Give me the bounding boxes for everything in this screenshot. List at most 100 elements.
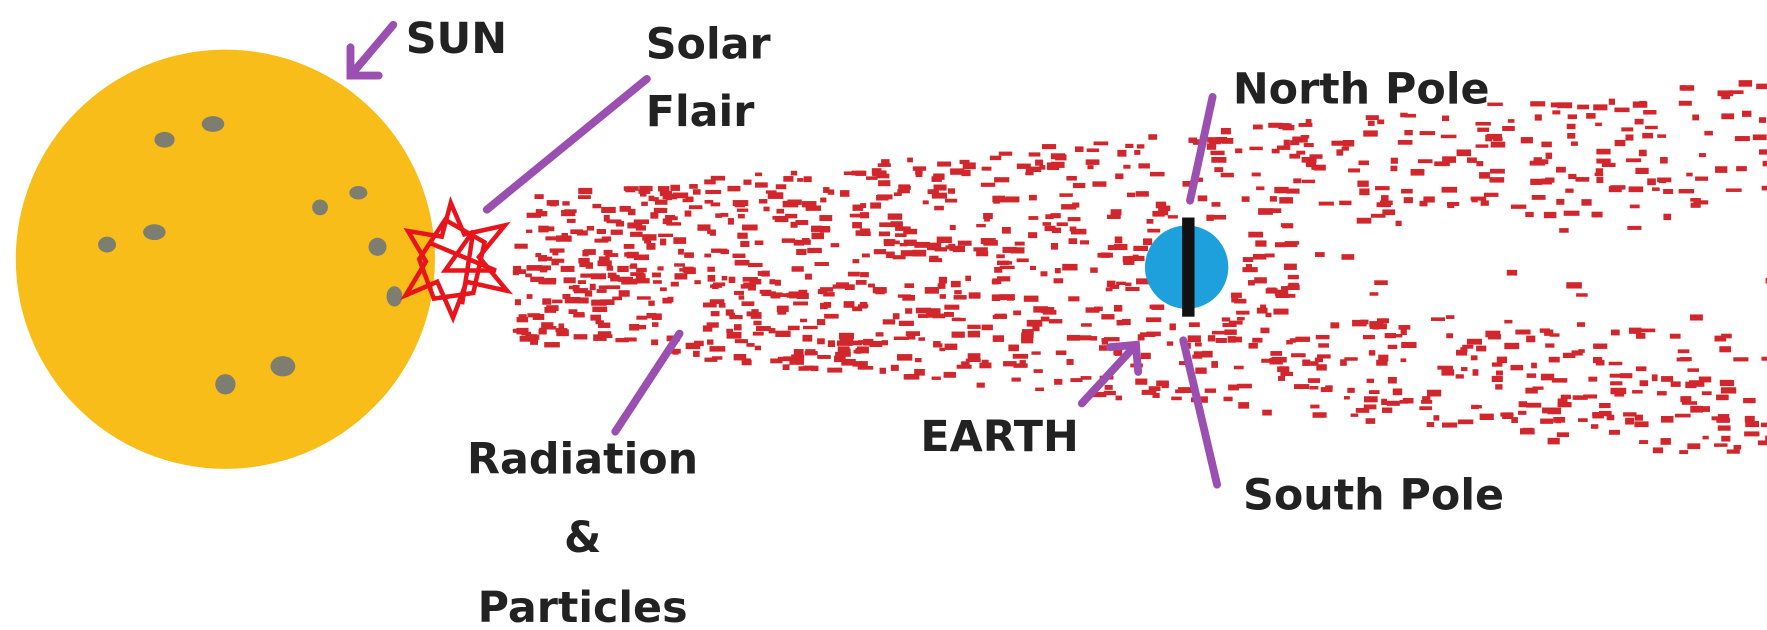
particle — [1380, 323, 1387, 330]
particle — [961, 169, 971, 177]
particle — [1487, 102, 1503, 107]
particle — [939, 347, 946, 352]
particle — [1116, 319, 1124, 326]
particle — [954, 290, 962, 295]
particle — [1079, 240, 1090, 245]
particle — [1395, 220, 1402, 227]
particle — [1384, 333, 1397, 339]
particle — [814, 262, 829, 266]
particle — [1106, 214, 1121, 219]
particle — [1557, 401, 1572, 408]
particle — [799, 318, 808, 323]
particle — [1035, 159, 1044, 166]
particle — [915, 169, 923, 175]
particle — [1283, 139, 1290, 147]
particle — [1608, 98, 1615, 105]
particle — [796, 248, 807, 256]
particle — [615, 337, 629, 343]
particle — [1621, 127, 1634, 132]
particle — [1028, 152, 1041, 157]
particle — [1055, 350, 1067, 356]
particle — [1363, 334, 1375, 340]
particle — [1382, 407, 1393, 413]
particle — [1375, 186, 1390, 191]
particle — [1651, 374, 1658, 382]
particle — [872, 287, 887, 294]
particle — [1583, 394, 1598, 399]
particle — [627, 222, 643, 229]
particle — [1595, 122, 1602, 127]
particle — [749, 278, 762, 285]
particle — [580, 273, 594, 278]
particle — [1252, 337, 1263, 343]
particle — [1565, 188, 1574, 193]
particle — [737, 213, 745, 219]
particle — [1126, 192, 1136, 198]
particle — [1400, 329, 1407, 336]
particle — [1758, 149, 1767, 155]
particle — [1475, 405, 1482, 409]
particle — [1192, 354, 1203, 359]
particle — [1001, 226, 1011, 234]
particle — [1289, 153, 1301, 159]
particle — [1253, 253, 1267, 260]
particle — [757, 271, 769, 276]
particle — [1171, 396, 1182, 401]
particle — [1741, 110, 1752, 117]
particle — [1062, 263, 1078, 271]
particle — [1122, 256, 1135, 263]
particle — [1533, 157, 1542, 164]
particle — [967, 330, 981, 338]
particle — [589, 283, 596, 291]
particle — [1596, 148, 1611, 155]
particle — [1068, 238, 1078, 245]
particle — [1642, 132, 1654, 139]
particle — [1381, 398, 1388, 406]
particle — [1530, 101, 1546, 107]
particle — [1457, 419, 1474, 425]
particle — [1422, 396, 1431, 401]
particle — [1019, 360, 1026, 367]
particle — [878, 231, 891, 237]
particle — [660, 238, 667, 246]
particle — [1187, 335, 1201, 343]
particle — [820, 302, 828, 310]
particle — [1025, 166, 1042, 172]
particle — [1641, 328, 1656, 333]
particle — [694, 340, 704, 347]
particle — [1312, 412, 1327, 418]
particle — [1341, 146, 1349, 151]
particle — [1652, 447, 1664, 454]
particle — [1680, 396, 1692, 403]
particle — [1040, 271, 1048, 277]
particle — [939, 294, 946, 299]
particle — [950, 280, 961, 288]
particle — [514, 243, 528, 249]
particle — [1489, 168, 1505, 174]
particle — [1286, 188, 1300, 194]
particle — [945, 198, 958, 203]
particle — [1489, 177, 1505, 183]
particle — [648, 300, 655, 306]
particle — [1525, 387, 1538, 394]
particle — [1077, 335, 1092, 341]
particle — [1331, 140, 1344, 146]
particle — [932, 313, 946, 319]
particle — [646, 242, 656, 250]
particle — [592, 306, 608, 313]
particle — [876, 194, 889, 201]
particle — [1381, 195, 1389, 202]
particle — [1390, 157, 1398, 164]
particle — [1687, 443, 1701, 450]
particle — [1310, 404, 1320, 409]
particle — [1249, 146, 1263, 151]
particle — [1339, 200, 1352, 206]
particle — [628, 279, 641, 284]
particle — [704, 179, 716, 185]
particle — [1054, 268, 1061, 274]
particle — [1608, 361, 1623, 366]
particle — [596, 229, 607, 234]
particle — [1545, 177, 1555, 183]
particle — [1575, 177, 1590, 182]
particle — [1472, 369, 1479, 376]
